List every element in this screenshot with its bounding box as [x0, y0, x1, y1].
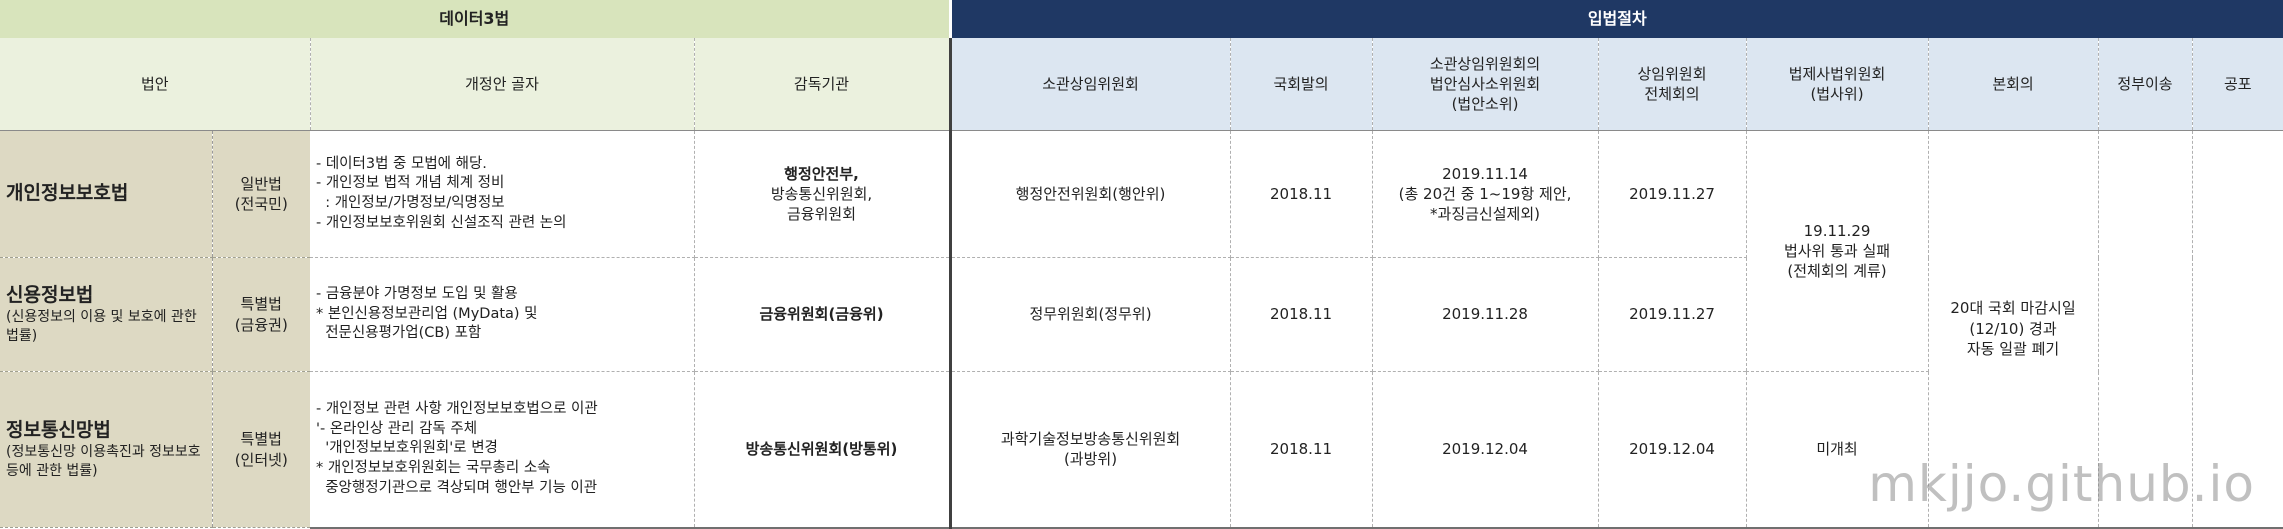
col-header-plenary-line: 전체회의	[1644, 85, 1700, 103]
subcommittee-line: 2019.11.14	[1442, 164, 1528, 183]
law-type-line: 특별법	[240, 430, 282, 449]
law-type-cell: 특별법 (금융권)	[211, 257, 310, 372]
standing-committee-line: 과학기술정보방송통신위원회	[1000, 430, 1181, 448]
judiciary-line: 법사위 통과 실패	[1783, 241, 1891, 260]
amendment-line: - 금융분야 가명정보 도입 및 활용	[316, 286, 518, 303]
col-header-subcommittee: 소관상임위원회의 법안심사소위원회 (법안소위)	[1372, 38, 1599, 131]
legislation-judiciary-merged-cell: 19.11.29 법사위 통과 실패 (전체회의 계류)	[1746, 130, 1929, 372]
subcommittee-line: (총 20건 중 1~19항 제안,	[1398, 184, 1572, 203]
col-header-subcommittee-line: 법안심사소위원회	[1429, 74, 1541, 93]
col-header-judiciary-line: 법제사법위원회	[1788, 64, 1886, 83]
subcommittee-line: *과징금신설제외)	[1430, 205, 1540, 224]
law-subtitle: (신용정보의 이용 및 보호에 관한 법률)	[6, 309, 197, 345]
col-header-main-session: 본회의	[1928, 38, 2099, 131]
law-name: 개인정보보호법	[6, 182, 129, 205]
plenary-committee-cell: 2019.12.04	[1598, 371, 1747, 529]
supervisor-primary: 행정안전부,	[784, 164, 859, 183]
amendment-cell: - 데이터3법 중 모법에 해당. - 개인정보 법적 개념 체계 정비 : 개…	[310, 130, 695, 258]
amendment-line: * 본인신용정보관리업 (MyData) 및	[316, 305, 538, 322]
standing-committee-line: (과방위)	[1063, 450, 1118, 469]
law-name-cell: 신용정보법 (신용정보의 이용 및 보호에 관한 법률)	[0, 257, 212, 372]
amendment-line: 전문신용평가업(CB) 포함	[316, 325, 482, 342]
amendment-cell: - 금융분야 가명정보 도입 및 활용 * 본인신용정보관리업 (MyData)…	[310, 257, 695, 372]
amendment-line: - 개인정보 관련 사항 개인정보보호법으로 이관	[316, 401, 598, 418]
law-name: 정보통신망법	[6, 418, 111, 441]
col-header-legislation-judiciary: 법제사법위원회 (법사위)	[1746, 38, 1929, 131]
col-header-supervisor: 감독기관	[694, 38, 952, 131]
amendment-line: - 데이터3법 중 모법에 해당.	[316, 155, 487, 172]
judiciary-line: (전체회의 계류)	[1787, 262, 1887, 281]
legislation-judiciary-cell: 미개최	[1746, 371, 1929, 529]
supervisor-cell: 금융위원회(금융위)	[694, 257, 952, 372]
law-type-line: (인터넷)	[234, 450, 288, 469]
law-name: 신용정보법	[6, 283, 94, 306]
main-session-line: 20대 국회 마감시일	[1950, 299, 2076, 318]
law-type-cell: 특별법 (인터넷)	[211, 371, 310, 528]
submitted-cell: 2018.11	[1230, 130, 1373, 258]
subcommittee-cell: 2019.11.14 (총 20건 중 1~19항 제안, *과징금신설제외)	[1372, 130, 1599, 258]
law-type-cell: 일반법 (전국민)	[211, 130, 310, 258]
col-header-plenary-committee: 상임위원회 전체회의	[1598, 38, 1747, 131]
supervisor-line: 금융위원회	[787, 205, 857, 224]
supervisor-cell: 방송통신위원회(방통위)	[694, 371, 952, 529]
amendment-line: - 개인정보보호위원회 신설조직 관련 논의	[316, 214, 567, 231]
main-session-line: 자동 일괄 폐기	[1966, 339, 2060, 358]
supervisor-cell: 행정안전부, 방송통신위원회, 금융위원회	[694, 130, 952, 258]
amendment-line: - 개인정보 법적 개념 체계 정비	[316, 175, 505, 192]
group-header-data3: 데이터3법	[0, 0, 952, 38]
standing-committee-cell: 행정안전위원회(행안위)	[950, 130, 1231, 258]
submitted-cell: 2018.11	[1230, 371, 1373, 529]
main-session-line: (12/10) 경과	[1969, 319, 2057, 338]
standing-committee-cell: 과학기술정보방송통신위원회 (과방위)	[950, 371, 1231, 529]
law-name-cell: 개인정보보호법	[0, 130, 212, 258]
subcommittee-cell: 2019.12.04	[1372, 371, 1599, 529]
amendment-cell: - 개인정보 관련 사항 개인정보보호법으로 이관 '- 온라인상 관리 감독 …	[310, 371, 695, 529]
law-type-line: (전국민)	[234, 195, 288, 213]
col-header-gov-transfer: 정부이송	[2098, 38, 2193, 131]
supervisor-line: 방송통신위원회,	[770, 184, 873, 203]
law-type-line: 특별법	[240, 295, 282, 314]
amendment-line: '개인정보보호위원회'로 변경	[316, 440, 498, 457]
law-type-line: 일반법	[240, 174, 282, 193]
amendment-line: '- 온라인상 관리 감독 주체	[316, 420, 478, 437]
col-header-promulgation: 공포	[2192, 38, 2283, 131]
plenary-committee-cell: 2019.11.27	[1598, 257, 1747, 372]
col-header-amendment: 개정안 골자	[310, 38, 695, 131]
subcommittee-cell: 2019.11.28	[1372, 257, 1599, 372]
amendment-line: * 개인정보보호위원회는 국무총리 소속	[316, 460, 551, 477]
submitted-cell: 2018.11	[1230, 257, 1373, 372]
col-header-standing-committee: 소관상임위원회	[950, 38, 1231, 131]
amendment-line: 중앙행정기관으로 격상되며 행안부 기능 이관	[316, 479, 598, 496]
standing-committee-cell: 정무위원회(정무위)	[950, 257, 1231, 372]
col-header-subcommittee-line: (법안소위)	[1451, 95, 1519, 114]
plenary-committee-cell: 2019.11.27	[1598, 130, 1747, 258]
col-header-judiciary-line: (법사위)	[1810, 85, 1864, 103]
watermark-text: mkjjo.github.io	[1868, 455, 2255, 513]
amendment-line: : 개인정보/가명정보/익명정보	[316, 195, 505, 211]
law-name-cell: 정보통신망법 (정보통신망 이용촉진과 정보보호 등에 관한 법률)	[0, 371, 212, 528]
col-header-plenary-line: 상임위원회	[1637, 64, 1707, 83]
judiciary-line: 19.11.29	[1803, 221, 1871, 240]
law-subtitle: (정보통신망 이용촉진과 정보보호 등에 관한 법률)	[6, 444, 201, 480]
group-header-legislation: 입법절차	[950, 0, 2283, 38]
col-header-submitted: 국회발의	[1230, 38, 1373, 131]
col-header-subcommittee-line: 소관상임위원회의	[1429, 54, 1541, 73]
col-header-bill: 법안	[0, 38, 311, 131]
gov-transfer-cell	[2098, 130, 2193, 529]
law-type-line: (금융권)	[234, 315, 288, 334]
main-session-merged-cell: 20대 국회 마감시일 (12/10) 경과 자동 일괄 폐기	[1928, 130, 2099, 529]
